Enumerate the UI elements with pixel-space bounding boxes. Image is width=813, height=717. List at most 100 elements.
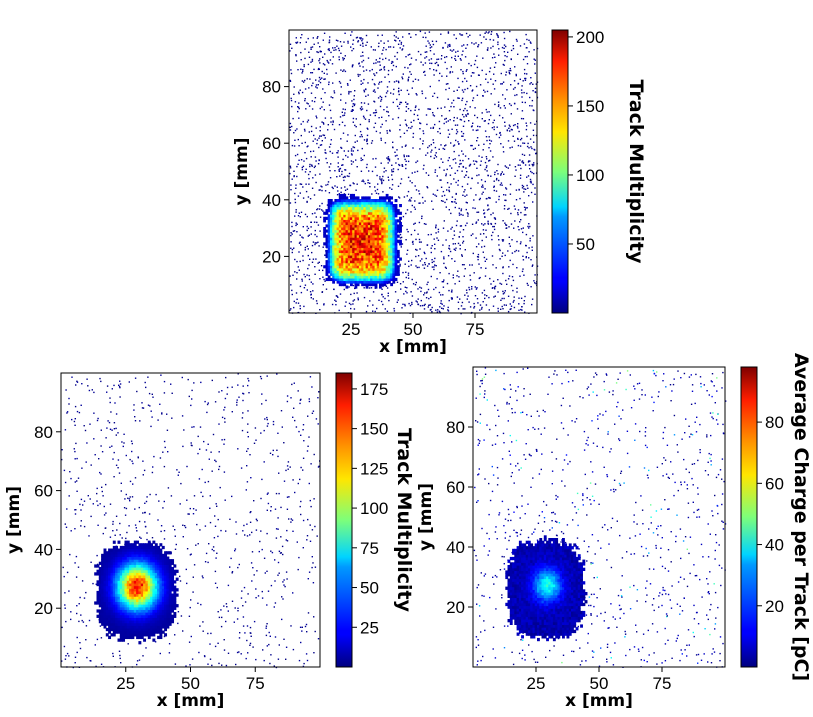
heatmap-cell [115, 561, 119, 565]
heatmap-cell [343, 206, 347, 210]
noise-hit [526, 251, 528, 254]
heatmap-cell [108, 556, 112, 560]
heatmap-cell [374, 280, 378, 284]
heatmap-cell [336, 216, 340, 220]
noise-hit [521, 96, 523, 98]
noise-hit [476, 137, 479, 139]
noise-hit [325, 184, 327, 186]
heatmap-cell [372, 283, 376, 287]
noise-hit [477, 74, 480, 76]
heatmap-cell [327, 234, 331, 238]
heatmap-cell [394, 239, 398, 243]
noise-hit [118, 384, 120, 386]
noise-hit [314, 566, 317, 568]
heatmap-cell [374, 214, 378, 218]
noise-hit [225, 620, 227, 623]
noise-hit [82, 621, 85, 623]
noise-hit [521, 187, 524, 189]
noise-hit [321, 209, 323, 211]
heatmap-cell [115, 596, 119, 600]
noise-hit [253, 620, 256, 623]
noise-hit [397, 116, 400, 119]
noise-hit [493, 73, 495, 75]
noise-hit [329, 143, 332, 145]
heatmap-cell [343, 237, 347, 241]
noise-hit [447, 120, 449, 122]
heatmap-cell [110, 580, 114, 584]
noise-hit [517, 209, 520, 211]
noise-hit [74, 562, 76, 564]
noise-hit [492, 305, 495, 307]
heatmap-cell [345, 214, 349, 218]
noise-hit [466, 87, 469, 90]
heatmap-cell [343, 211, 347, 215]
noise-hit [338, 58, 340, 61]
heatmap-cell [343, 221, 347, 226]
noise-hit [307, 612, 310, 614]
heatmap-cell [352, 262, 356, 266]
noise-hit [309, 171, 311, 173]
heatmap-cell [361, 265, 365, 269]
noise-hit [473, 199, 475, 201]
noise-hit [379, 105, 382, 108]
noise-hit [399, 237, 402, 239]
noise-hit [230, 557, 232, 560]
noise-hit [487, 204, 489, 206]
noise-hit [125, 507, 128, 510]
heatmap-cell [336, 219, 340, 223]
noise-hit [454, 198, 457, 201]
noise-hit [476, 174, 478, 177]
noise-hit [298, 91, 300, 93]
noise-hit [348, 172, 351, 175]
noise-hit [483, 256, 486, 259]
noise-hit [357, 73, 359, 76]
noise-hit [221, 664, 223, 666]
noise-hit [120, 490, 122, 492]
noise-hit [467, 215, 469, 217]
noise-hit [530, 82, 532, 84]
heatmap-cell [356, 277, 360, 282]
noise-hit [293, 145, 296, 147]
noise-hit [126, 531, 128, 534]
noise-hit [111, 445, 113, 447]
noise-hit [471, 288, 473, 290]
noise-hit [112, 458, 114, 460]
noise-hit [96, 419, 99, 422]
noise-hit [479, 309, 481, 311]
heatmap-cell [98, 577, 102, 581]
heatmap-cell [108, 609, 112, 613]
heatmap-cell [392, 214, 396, 218]
heatmap-cell [105, 596, 109, 600]
noise-hit [426, 123, 428, 126]
heatmap-cell [103, 604, 107, 608]
heatmap-cell [347, 219, 351, 223]
heatmap-cell [119, 593, 123, 597]
heatmap-cell [379, 265, 382, 269]
heatmap-cell [343, 270, 347, 274]
noise-hit [512, 289, 514, 292]
noise-hit [217, 611, 219, 613]
heatmap-cell [347, 211, 351, 215]
heatmap-cell [381, 252, 385, 256]
noise-hit [503, 304, 506, 306]
heatmap-cell [343, 255, 347, 259]
noise-hit [445, 88, 447, 91]
heatmap-cell [356, 242, 360, 246]
noise-hit [465, 201, 467, 204]
heatmap-cell [381, 275, 385, 279]
noise-hit [64, 607, 66, 609]
heatmap-cell [341, 265, 344, 269]
noise-hit [301, 80, 304, 82]
heatmap-cell [356, 239, 360, 243]
noise-hit [280, 536, 282, 538]
noise-hit [328, 146, 331, 148]
noise-hit [316, 51, 318, 53]
noise-hit [473, 72, 475, 74]
noise-hit [456, 275, 458, 277]
noise-hit [109, 503, 112, 505]
noise-hit [303, 65, 305, 68]
heatmap-cell [105, 622, 109, 626]
heatmap-cell [374, 272, 378, 276]
noise-hit [355, 37, 358, 39]
noise-hit [420, 53, 422, 56]
